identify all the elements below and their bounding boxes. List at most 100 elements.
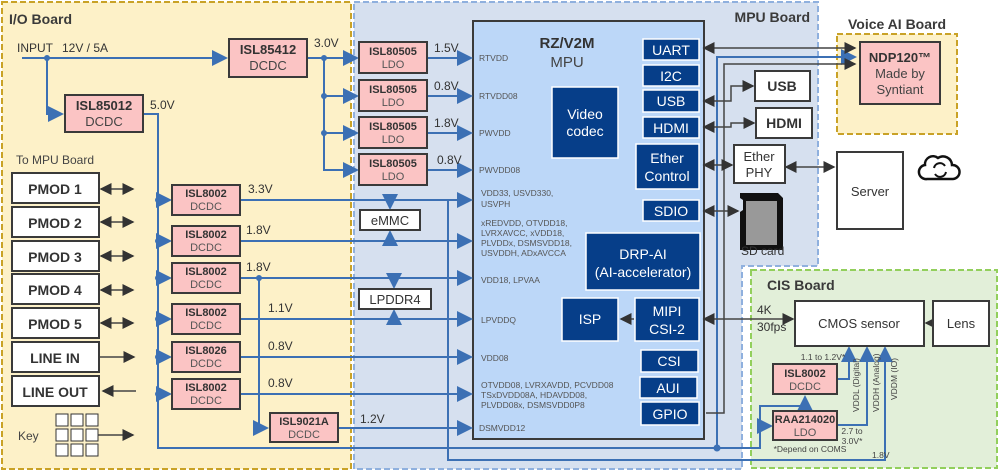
- part-type: DCDC: [190, 320, 222, 332]
- to-mpu-label: To MPU Board: [16, 153, 94, 167]
- rail-vddm: VDDM (IO): [889, 358, 899, 400]
- io-port-pmod-2: [11, 206, 100, 238]
- part-name: ISL85012: [76, 98, 132, 113]
- pin-label: PWVDD: [479, 128, 511, 138]
- raa-out-2: 3.0V*: [842, 436, 863, 446]
- rail-vddl: VDDL (Digital): [851, 358, 861, 412]
- dcdc-voltage: 0.8V: [268, 339, 293, 353]
- codec-label: codec: [566, 123, 603, 139]
- sdio-block: [642, 199, 700, 222]
- io-port-label: PMOD 4: [28, 282, 82, 298]
- part-type: DCDC: [789, 381, 821, 393]
- key-cell: [85, 443, 99, 457]
- pin-dsmvdd12: DSMVDD12: [479, 423, 526, 433]
- key-cell: [70, 443, 84, 457]
- ldo-2: [358, 79, 428, 112]
- drp-ai-label: DRP-AI: [619, 246, 666, 262]
- io-port-pmod-5: [11, 307, 100, 339]
- isp-block: [561, 297, 619, 342]
- dcdc-voltage: 0.8V: [268, 376, 293, 390]
- ldo-voltage: 0.8V: [437, 153, 462, 167]
- chip-name: RZ/V2M: [539, 35, 594, 52]
- isl85012-dcdc: ISL85012 DCDC: [64, 94, 144, 133]
- pin-label: VDD33, USVD330,: [481, 188, 553, 198]
- key-cell: [85, 428, 99, 442]
- io-port-label: LINE OUT: [22, 384, 88, 400]
- isl9021a-dcdc: ISL9021A DCDC: [269, 412, 339, 443]
- io-port-pmod-4: [11, 273, 100, 305]
- io-port-line-out: [11, 375, 100, 407]
- dcdc-voltage: 1.1V: [268, 301, 293, 315]
- ldo-3: [358, 116, 428, 149]
- part-type: DCDC: [190, 279, 222, 291]
- pin-label: RTVDD08: [479, 91, 518, 101]
- part-type: LDO: [382, 134, 405, 146]
- voltage-1v2: 1.2V: [360, 412, 385, 426]
- ldo-voltage: 1.5V: [434, 41, 459, 55]
- voltage-5v0: 5.0V: [150, 98, 175, 112]
- vddm-voltage: 1.8V: [872, 450, 890, 460]
- pin-label: LPVDDQ: [481, 315, 516, 325]
- part-type: DCDC: [85, 114, 123, 129]
- cmos-sensor-label: CMOS sensor: [818, 316, 900, 331]
- lpddr4-label: LPDDR4: [369, 292, 420, 307]
- csi2-label: CSI-2: [649, 321, 685, 337]
- part-name: ISL8002: [185, 188, 227, 200]
- part-name: ISL80505: [369, 84, 417, 96]
- pin-label: VDD08: [481, 353, 509, 363]
- dcdc-voltage: 1.8V: [246, 223, 271, 237]
- hdmi-connector-label: HDMI: [766, 115, 802, 131]
- voice-board-title: Voice AI Board: [848, 16, 946, 32]
- part-type: LDO: [794, 427, 817, 439]
- ether-phy-label-1: Ether: [743, 149, 775, 164]
- video-label: Video: [567, 106, 603, 122]
- input-rating: 12V / 5A: [62, 41, 108, 55]
- ai-accelerator-label: (AI-accelerator): [595, 264, 691, 280]
- io-port-label: PMOD 2: [28, 215, 82, 231]
- pin-label: RTVDD: [479, 53, 508, 63]
- part-type: DCDC: [249, 58, 287, 73]
- ether-control-block: [635, 143, 700, 190]
- mipi-label: MIPI: [653, 303, 682, 319]
- key-cell: [70, 428, 84, 442]
- chip-sub: MPU: [550, 54, 583, 71]
- key-cell: [55, 413, 69, 427]
- cis-isl8002-out: 1.1 to 1.2V*: [801, 352, 846, 362]
- raa-out-1: 2.7 to: [841, 426, 863, 436]
- part-name: ISL8002: [784, 368, 826, 380]
- hdmi-label: HDMI: [653, 120, 689, 136]
- gpio-label: GPIO: [652, 406, 687, 422]
- ndp120-chip: [859, 41, 941, 105]
- cis-isl8002: [772, 363, 838, 395]
- io-port-label: LINE IN: [30, 350, 80, 366]
- emmc-label: eMMC: [371, 213, 409, 228]
- stream-res: 4K: [757, 303, 772, 317]
- part-type: LDO: [382, 171, 405, 183]
- ldo-4: [358, 153, 428, 186]
- io-port-pmod-1: [11, 172, 100, 204]
- pin-label: VDD18, LPVAA: [481, 275, 540, 285]
- mpu-board-title: MPU Board: [735, 9, 810, 25]
- usb-label: USB: [657, 93, 686, 109]
- key-cell: [85, 413, 99, 427]
- io-port-pmod-3: [11, 240, 100, 272]
- hdmi-block: [642, 116, 700, 139]
- io-board-title: I/O Board: [9, 11, 72, 27]
- pin-label: PLVDDx, DSMSVDD18,: [481, 238, 572, 248]
- part-name: ISL80505: [369, 121, 417, 133]
- io-port-label: PMOD 1: [28, 181, 82, 197]
- sd-card-label: SD card: [741, 244, 784, 258]
- dcdc-2: [171, 225, 241, 257]
- part-type: LDO: [382, 97, 405, 109]
- lens: [932, 300, 990, 347]
- stream-fps: 30fps: [757, 320, 786, 334]
- cis-note: *Depend on COMS: [774, 444, 847, 454]
- ndp120-label: NDP120™: [869, 50, 931, 65]
- server-box: [836, 151, 904, 230]
- isl85412-dcdc: ISL85412 DCDC: [228, 38, 308, 78]
- mipi-csi2-block: [634, 297, 700, 342]
- dcdc-5: [171, 341, 241, 373]
- io-port-list: PMOD 1 PMOD 2 PMOD 3 PMOD 4 PMOD 5 LINE IN LIN…: [11, 172, 100, 407]
